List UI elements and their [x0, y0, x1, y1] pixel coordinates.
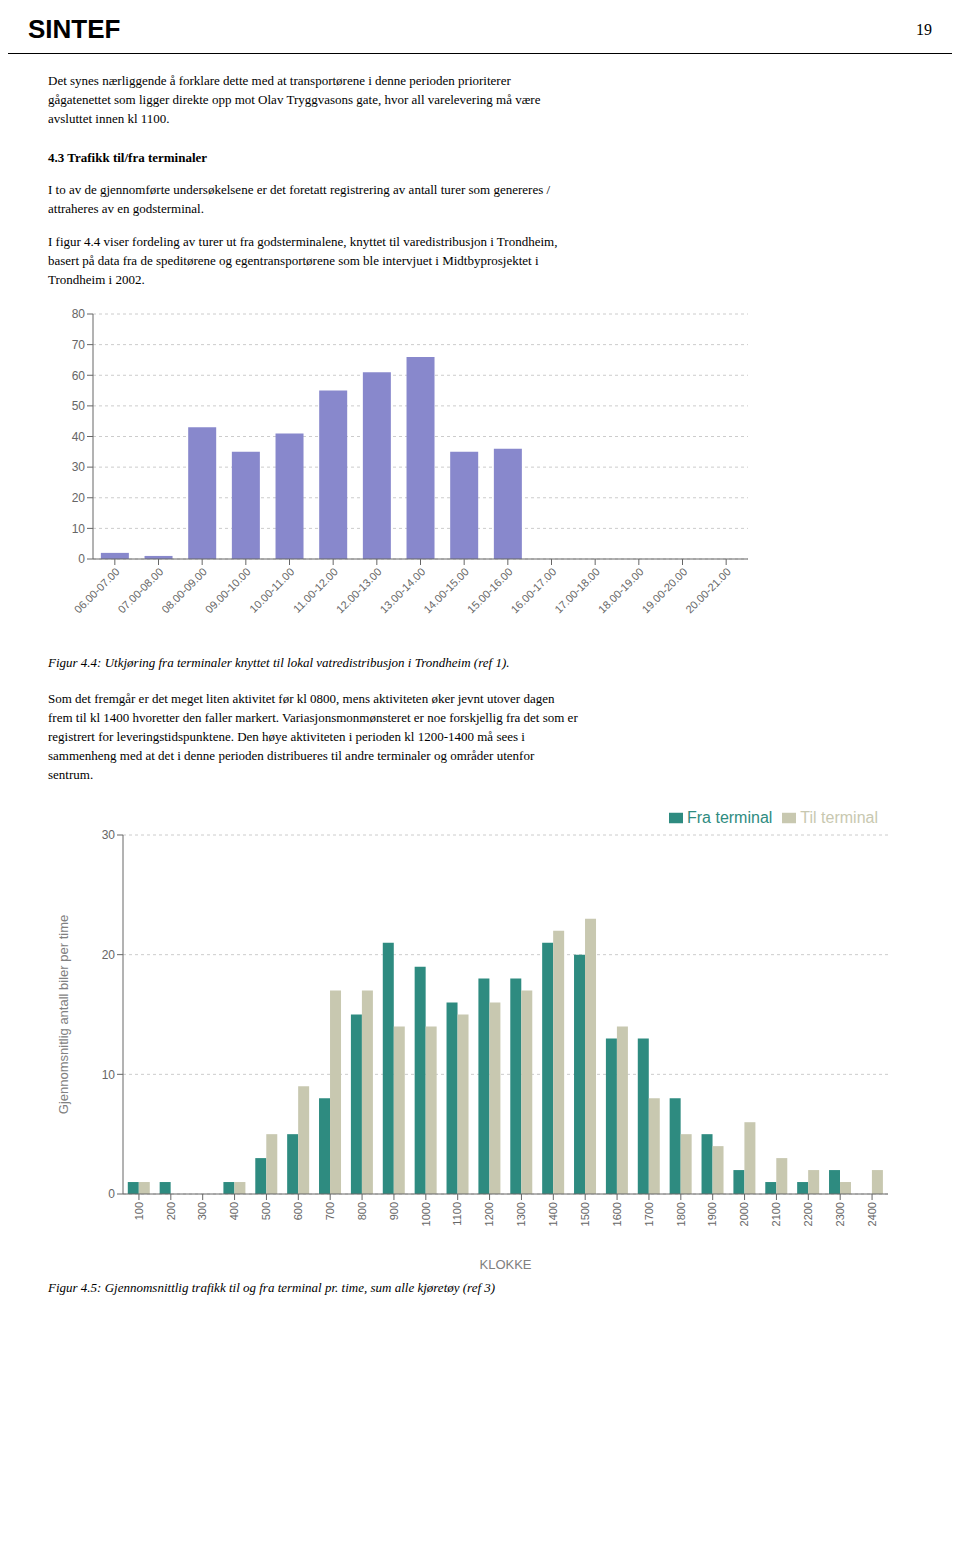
html-text:4.3 Trafikk til/fra terminaler: 4.3 Trafikk til/fra terminaler	[48, 149, 208, 165]
svg-text:60: 60	[72, 368, 86, 382]
svg-text:200: 200	[165, 1202, 177, 1220]
svg-text:30: 30	[102, 828, 116, 842]
svg-text:10.00-11.00: 10.00-11.00	[247, 565, 296, 614]
svg-text:100: 100	[133, 1202, 145, 1220]
svg-text:2300: 2300	[834, 1202, 846, 1226]
html-text:Det synes nærliggende å forkla: Det synes nærliggende å forklare dette m…	[48, 73, 541, 126]
html-text:I figur 4.4 viser fordeling av: I figur 4.4 viser fordeling av turer ut …	[48, 234, 558, 287]
svg-text:40: 40	[72, 429, 86, 443]
html-text:Til terminal: Til terminal	[800, 808, 878, 826]
svg-text:16.00-17.00: 16.00-17.00	[508, 565, 558, 615]
svg-text:300: 300	[196, 1202, 208, 1220]
svg-text:600: 600	[292, 1202, 304, 1220]
svg-text:0: 0	[108, 1187, 115, 1201]
svg-text:1200: 1200	[483, 1202, 495, 1226]
svg-text:50: 50	[72, 399, 86, 413]
svg-text:500: 500	[260, 1202, 272, 1220]
svg-text:KLOKKE: KLOKKE	[479, 1257, 531, 1269]
svg-text:18.00-19.00: 18.00-19.00	[596, 565, 646, 615]
svg-text:07.00-08.00: 07.00-08.00	[115, 565, 165, 615]
svg-text:17.00-18.00: 17.00-18.00	[552, 565, 602, 615]
svg-text:1400: 1400	[547, 1202, 559, 1226]
svg-text:10: 10	[102, 1067, 116, 1081]
svg-text:06.00-07.00: 06.00-07.00	[72, 565, 122, 615]
svg-text:14.00-15.00: 14.00-15.00	[421, 565, 471, 615]
svg-text:15.00-16.00: 15.00-16.00	[465, 565, 515, 615]
html-text:Figur 4.4: Utkjøring fra termi: Figur 4.4: Utkjøring fra terminaler knyt…	[48, 654, 510, 670]
svg-text:1600: 1600	[611, 1202, 623, 1226]
html-text:I to av de gjennomførte unders: I to av de gjennomførte undersøkelsene e…	[48, 182, 551, 217]
svg-text:800: 800	[356, 1202, 368, 1220]
svg-text:10: 10	[72, 521, 86, 535]
svg-text:2000: 2000	[738, 1202, 750, 1226]
svg-text:900: 900	[388, 1202, 400, 1220]
svg-text:1100: 1100	[451, 1202, 463, 1226]
svg-text:2400: 2400	[866, 1202, 878, 1226]
svg-text:19.00-20.00: 19.00-20.00	[639, 565, 689, 615]
html-text:SINTEF: SINTEF	[28, 14, 121, 44]
svg-text:1300: 1300	[515, 1202, 527, 1226]
svg-text:2100: 2100	[770, 1202, 782, 1226]
svg-text:20.00-21.00: 20.00-21.00	[683, 565, 733, 615]
svg-text:0: 0	[78, 552, 85, 566]
svg-text:1800: 1800	[675, 1202, 687, 1226]
svg-text:20: 20	[72, 491, 86, 505]
svg-text:20: 20	[102, 948, 116, 962]
svg-text:Gjennomsnitlig antall biler pe: Gjennomsnitlig antall biler per time	[56, 914, 71, 1113]
html-text:Fra terminal: Fra terminal	[687, 808, 773, 826]
svg-text:2200: 2200	[802, 1202, 814, 1226]
svg-text:700: 700	[324, 1202, 336, 1220]
svg-text:09.00-10.00: 09.00-10.00	[203, 565, 253, 615]
svg-text:1700: 1700	[643, 1202, 655, 1226]
svg-text:400: 400	[228, 1202, 240, 1220]
svg-text:70: 70	[72, 337, 86, 351]
svg-text:12.00-13.00: 12.00-13.00	[334, 565, 384, 615]
svg-text:13.00-14.00: 13.00-14.00	[377, 565, 427, 615]
svg-text:1500: 1500	[579, 1202, 591, 1226]
svg-text:11.00-12.00: 11.00-12.00	[291, 565, 340, 614]
svg-text:1900: 1900	[706, 1202, 718, 1226]
svg-text:1000: 1000	[420, 1202, 432, 1226]
html-text:Figur 4.5: Gjennomsnittlig tra: Figur 4.5: Gjennomsnittlig trafikk til o…	[48, 1279, 496, 1295]
svg-text:08.00-09.00: 08.00-09.00	[159, 565, 209, 615]
html-text:Som det fremgår er det meget l: Som det fremgår er det meget liten aktiv…	[48, 691, 578, 782]
svg-text:80: 80	[72, 307, 86, 321]
svg-text:30: 30	[72, 460, 86, 474]
html-text:19: 19	[916, 20, 932, 38]
